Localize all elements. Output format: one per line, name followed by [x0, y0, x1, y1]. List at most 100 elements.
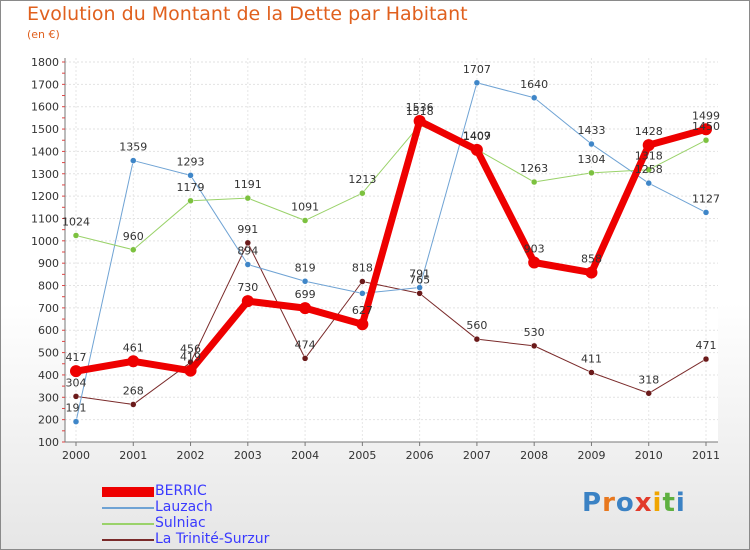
legend-label: Sulniac: [155, 515, 206, 531]
data-label: 474: [295, 338, 316, 351]
x-tick-label: 2004: [291, 449, 319, 462]
data-label: 1213: [348, 173, 376, 186]
data-label: 791: [409, 268, 430, 281]
data-point: [530, 342, 538, 350]
series-line: [75, 82, 707, 422]
data-point: [130, 157, 137, 164]
logo-letter: i: [652, 488, 663, 518]
legend-label: Lauzach: [155, 499, 213, 515]
legend-label: La Trinité-Surzur: [155, 531, 270, 547]
x-tick-label: 2001: [119, 449, 147, 462]
data-label: 1091: [291, 200, 319, 213]
logo-letter: P: [582, 488, 603, 518]
data-point: [645, 390, 652, 397]
data-label: 1499: [692, 109, 720, 122]
data-label: 419: [180, 351, 201, 364]
data-label: 456: [180, 342, 201, 355]
data-label: 627: [352, 304, 373, 317]
data-label: 461: [123, 341, 144, 354]
data-label: 1707: [463, 63, 491, 76]
x-tick-label: 2000: [62, 449, 90, 462]
data-point: [585, 266, 598, 279]
data-label: 1024: [62, 215, 90, 228]
data-point: [359, 278, 366, 285]
data-label: 1450: [692, 120, 720, 133]
y-tick-label: 700: [38, 302, 59, 315]
data-point: [702, 209, 710, 216]
data-point: [187, 172, 194, 179]
chart-subtitle: (en €): [27, 28, 60, 41]
data-label: 1518: [406, 105, 434, 118]
legend-swatch: [102, 523, 154, 525]
data-label: 471: [696, 339, 717, 352]
data-label: 191: [66, 402, 87, 415]
data-point: [130, 246, 137, 254]
y-tick-label: 1300: [31, 168, 59, 181]
x-tick-label: 2010: [635, 449, 663, 462]
data-point: [530, 178, 538, 186]
data-point: [301, 217, 309, 224]
data-point: [588, 169, 595, 177]
data-label: 818: [352, 262, 373, 275]
data-label: 1258: [635, 163, 663, 176]
y-tick-label: 200: [38, 414, 59, 427]
data-label: 960: [123, 230, 144, 243]
data-point: [702, 136, 710, 144]
data-label: 1191: [234, 178, 262, 191]
data-label: 530: [524, 326, 545, 339]
y-tick-label: 900: [38, 257, 59, 270]
data-point: [72, 418, 80, 425]
data-label: 858: [581, 253, 602, 266]
data-point: [72, 232, 80, 239]
data-label: 411: [581, 352, 602, 365]
data-label: 268: [123, 384, 144, 397]
data-label: 765: [409, 273, 430, 286]
data-point: [359, 189, 366, 197]
data-point: [588, 140, 595, 148]
y-tick-label: 1500: [31, 123, 59, 136]
y-tick-label: 1700: [31, 78, 59, 91]
y-tick-label: 1400: [31, 145, 59, 158]
logo-letter: t: [662, 488, 676, 518]
x-tick-label: 2009: [577, 449, 605, 462]
data-point: [244, 194, 252, 202]
data-label: 699: [295, 288, 316, 301]
data-label: 1179: [177, 181, 205, 194]
x-tick-label: 2008: [520, 449, 548, 462]
data-point: [473, 335, 481, 343]
data-label: 1640: [520, 78, 548, 91]
data-point: [473, 79, 481, 87]
x-tick-label: 2007: [463, 449, 491, 462]
data-point: [70, 365, 82, 378]
plot-area: [65, 58, 718, 442]
data-point: [588, 369, 595, 376]
data-point: [645, 179, 652, 187]
y-tick-label: 1800: [31, 56, 59, 69]
data-label: 1304: [577, 153, 605, 166]
data-point: [72, 393, 80, 400]
data-label: 1293: [177, 155, 205, 168]
data-label: 1409: [463, 129, 491, 142]
data-label: 417: [66, 351, 87, 364]
data-point: [700, 123, 712, 136]
data-label: 819: [295, 261, 316, 274]
data-point: [645, 166, 652, 173]
data-label: 1263: [520, 162, 548, 175]
logo-letter: r: [602, 488, 616, 518]
data-point: [530, 94, 538, 102]
logo-letter: x: [634, 488, 653, 518]
data-point: [642, 139, 655, 152]
data-point: [702, 355, 710, 363]
x-tick-label: 2002: [177, 449, 205, 462]
y-tick-label: 1100: [31, 212, 59, 225]
data-point: [359, 290, 366, 297]
y-tick-label: 800: [38, 280, 59, 293]
chart-title: Evolution du Montant de la Dette par Hab…: [27, 3, 468, 25]
data-point: [301, 355, 309, 362]
data-point: [528, 256, 541, 269]
data-point: [184, 364, 197, 377]
data-label: 730: [237, 281, 258, 294]
data-point: [244, 261, 252, 268]
data-point: [413, 115, 426, 128]
data-label: 903: [524, 243, 545, 256]
